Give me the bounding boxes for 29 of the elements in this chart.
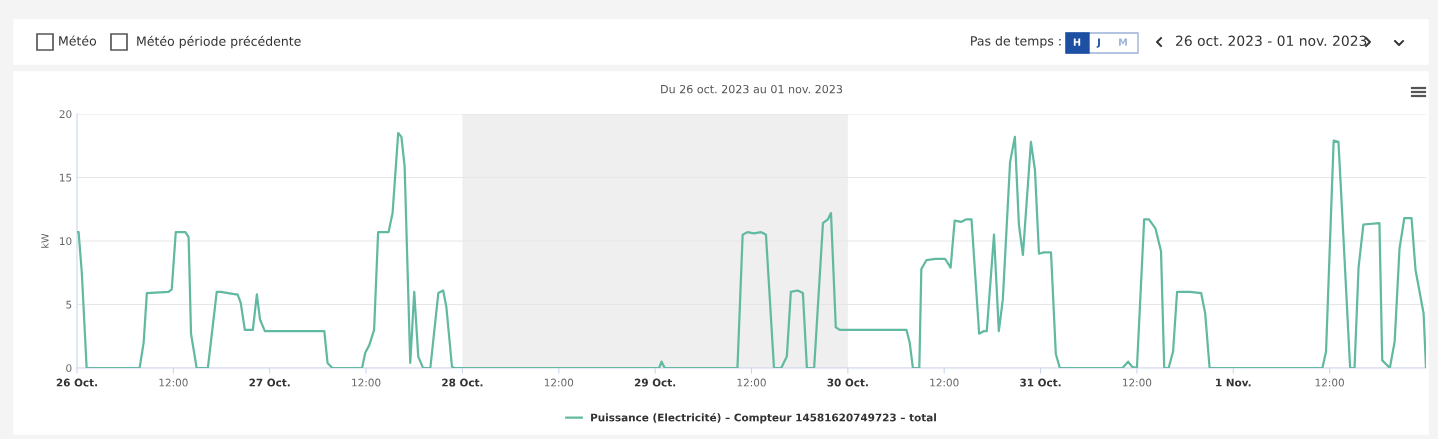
x-tick-label: 12:00 — [930, 378, 959, 387]
y-tick-label: 20 — [59, 110, 72, 119]
text: 26 oct. 2023 - 01 nov. 2023 — [1176, 35, 1367, 47]
x-tick-label: 12:00 — [544, 378, 574, 387]
x-tick-label: 30 Oct. — [827, 378, 868, 387]
x-tick-label: 27 Oct. — [249, 378, 290, 387]
x-tick-label: 28 Oct. — [442, 378, 483, 387]
x-tick-label: 31 Oct. — [1020, 378, 1061, 387]
text: H — [1073, 38, 1081, 46]
text: Météo période précédente — [137, 35, 301, 49]
y-axis-title: kW — [41, 233, 49, 248]
y-tick-label: 15 — [60, 173, 72, 182]
x-tick-label: 1 Nov. — [1216, 378, 1251, 387]
chart-title: Du 26 oct. 2023 au 01 nov. 2023 — [661, 84, 843, 94]
x-tick-label: 29 Oct. — [634, 378, 676, 387]
text: Pas de temps : — [971, 35, 1061, 49]
y-tick-label: 5 — [66, 300, 72, 309]
x-tick-label: 12:00 — [1123, 378, 1152, 387]
text: M — [1119, 38, 1127, 46]
text: J — [1096, 38, 1100, 48]
x-tick-label: 26 Oct. — [56, 378, 97, 387]
x-tick-label: 12:00 — [159, 378, 188, 387]
legend-label: Puissance (Electricité) – Compteur 14581620749723 – total — [591, 412, 936, 424]
text: Météo — [59, 35, 97, 46]
y-tick-label: 0 — [66, 364, 72, 373]
y-tick-label: 10 — [60, 237, 72, 246]
x-tick-label: 12:00 — [1315, 378, 1344, 387]
x-tick-label: 12:00 — [352, 378, 381, 387]
x-tick-label: 12:00 — [737, 378, 766, 387]
